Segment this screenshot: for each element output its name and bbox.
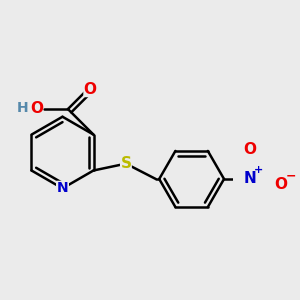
Text: H: H [17, 101, 28, 115]
Text: O: O [275, 178, 288, 193]
Text: O: O [30, 101, 43, 116]
Text: O: O [84, 82, 97, 97]
Text: N: N [243, 171, 256, 186]
Text: O: O [243, 142, 256, 158]
Text: S: S [120, 156, 131, 171]
Text: +: + [254, 165, 263, 175]
Text: −: − [286, 170, 297, 183]
Text: N: N [57, 182, 68, 195]
